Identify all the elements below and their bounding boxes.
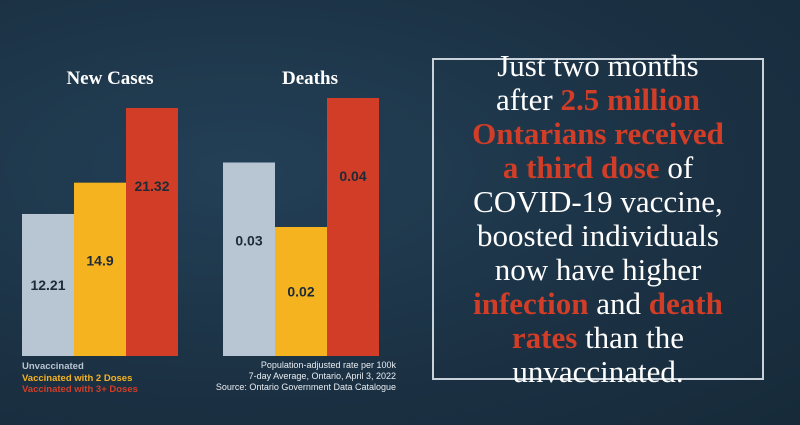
message-text: Just two months after 2.5 million Ontari… xyxy=(472,49,724,389)
message-line: than the xyxy=(577,320,685,355)
message-highlight: infection xyxy=(473,286,589,321)
deaths-value-label-three-doses: 0.04 xyxy=(339,168,366,184)
legend-two-doses: Vaccinated with 2 Doses xyxy=(22,372,133,384)
message-line: of xyxy=(659,150,694,185)
new-cases-chart-title: New Cases xyxy=(66,68,154,89)
message-line: after xyxy=(495,82,561,117)
message-line: and xyxy=(588,286,649,321)
deaths-bar-three-doses xyxy=(327,98,379,356)
source-line-date: 7-day Average, Ontario, April 3, 2022 xyxy=(248,371,396,381)
message-box: Just two months after 2.5 million Ontari… xyxy=(432,49,764,389)
legend: Unvaccinated Vaccinated with 2 Doses Vac… xyxy=(22,361,138,396)
message-line: COVID-19 vaccine, xyxy=(473,184,723,219)
cases-value-label-unvaccinated: 12.21 xyxy=(30,277,65,293)
deaths-chart-title: Deaths xyxy=(282,68,338,89)
deaths-bar-unvaccinated xyxy=(223,162,275,356)
message-highlight: Ontarians received xyxy=(472,116,724,151)
deaths-bar-two-doses xyxy=(275,227,327,356)
message-line: boosted individuals xyxy=(477,218,719,253)
source-line-catalogue: Source: Ontario Government Data Catalogu… xyxy=(215,382,396,392)
cases-value-label-three-doses: 21.32 xyxy=(134,178,169,194)
message-line: unvaccinated. xyxy=(512,354,684,389)
legend-three-doses: Vaccinated with 3+ Doses xyxy=(22,384,138,395)
message-highlight: 2.5 million xyxy=(560,82,701,117)
source-line-rate: Population-adjusted rate per 100k xyxy=(260,360,396,370)
message-highlight: death xyxy=(648,286,723,321)
source-note: Population-adjusted rate per 100k 7-day … xyxy=(216,360,396,393)
deaths-value-label-unvaccinated: 0.03 xyxy=(235,233,262,249)
message-highlight: rates xyxy=(511,320,578,355)
cases-bar-two-doses xyxy=(74,182,126,356)
cases-bar-three-doses xyxy=(126,108,178,356)
cases-bar-unvaccinated xyxy=(22,213,74,356)
message-highlight: a third dose xyxy=(502,150,660,185)
message-line: Just two months xyxy=(497,48,699,83)
cases-value-label-two-doses: 14.9 xyxy=(86,253,113,269)
deaths-value-label-two-doses: 0.02 xyxy=(287,284,314,300)
message-line: now have higher xyxy=(494,252,702,287)
legend-unvaccinated: Unvaccinated xyxy=(22,361,84,372)
